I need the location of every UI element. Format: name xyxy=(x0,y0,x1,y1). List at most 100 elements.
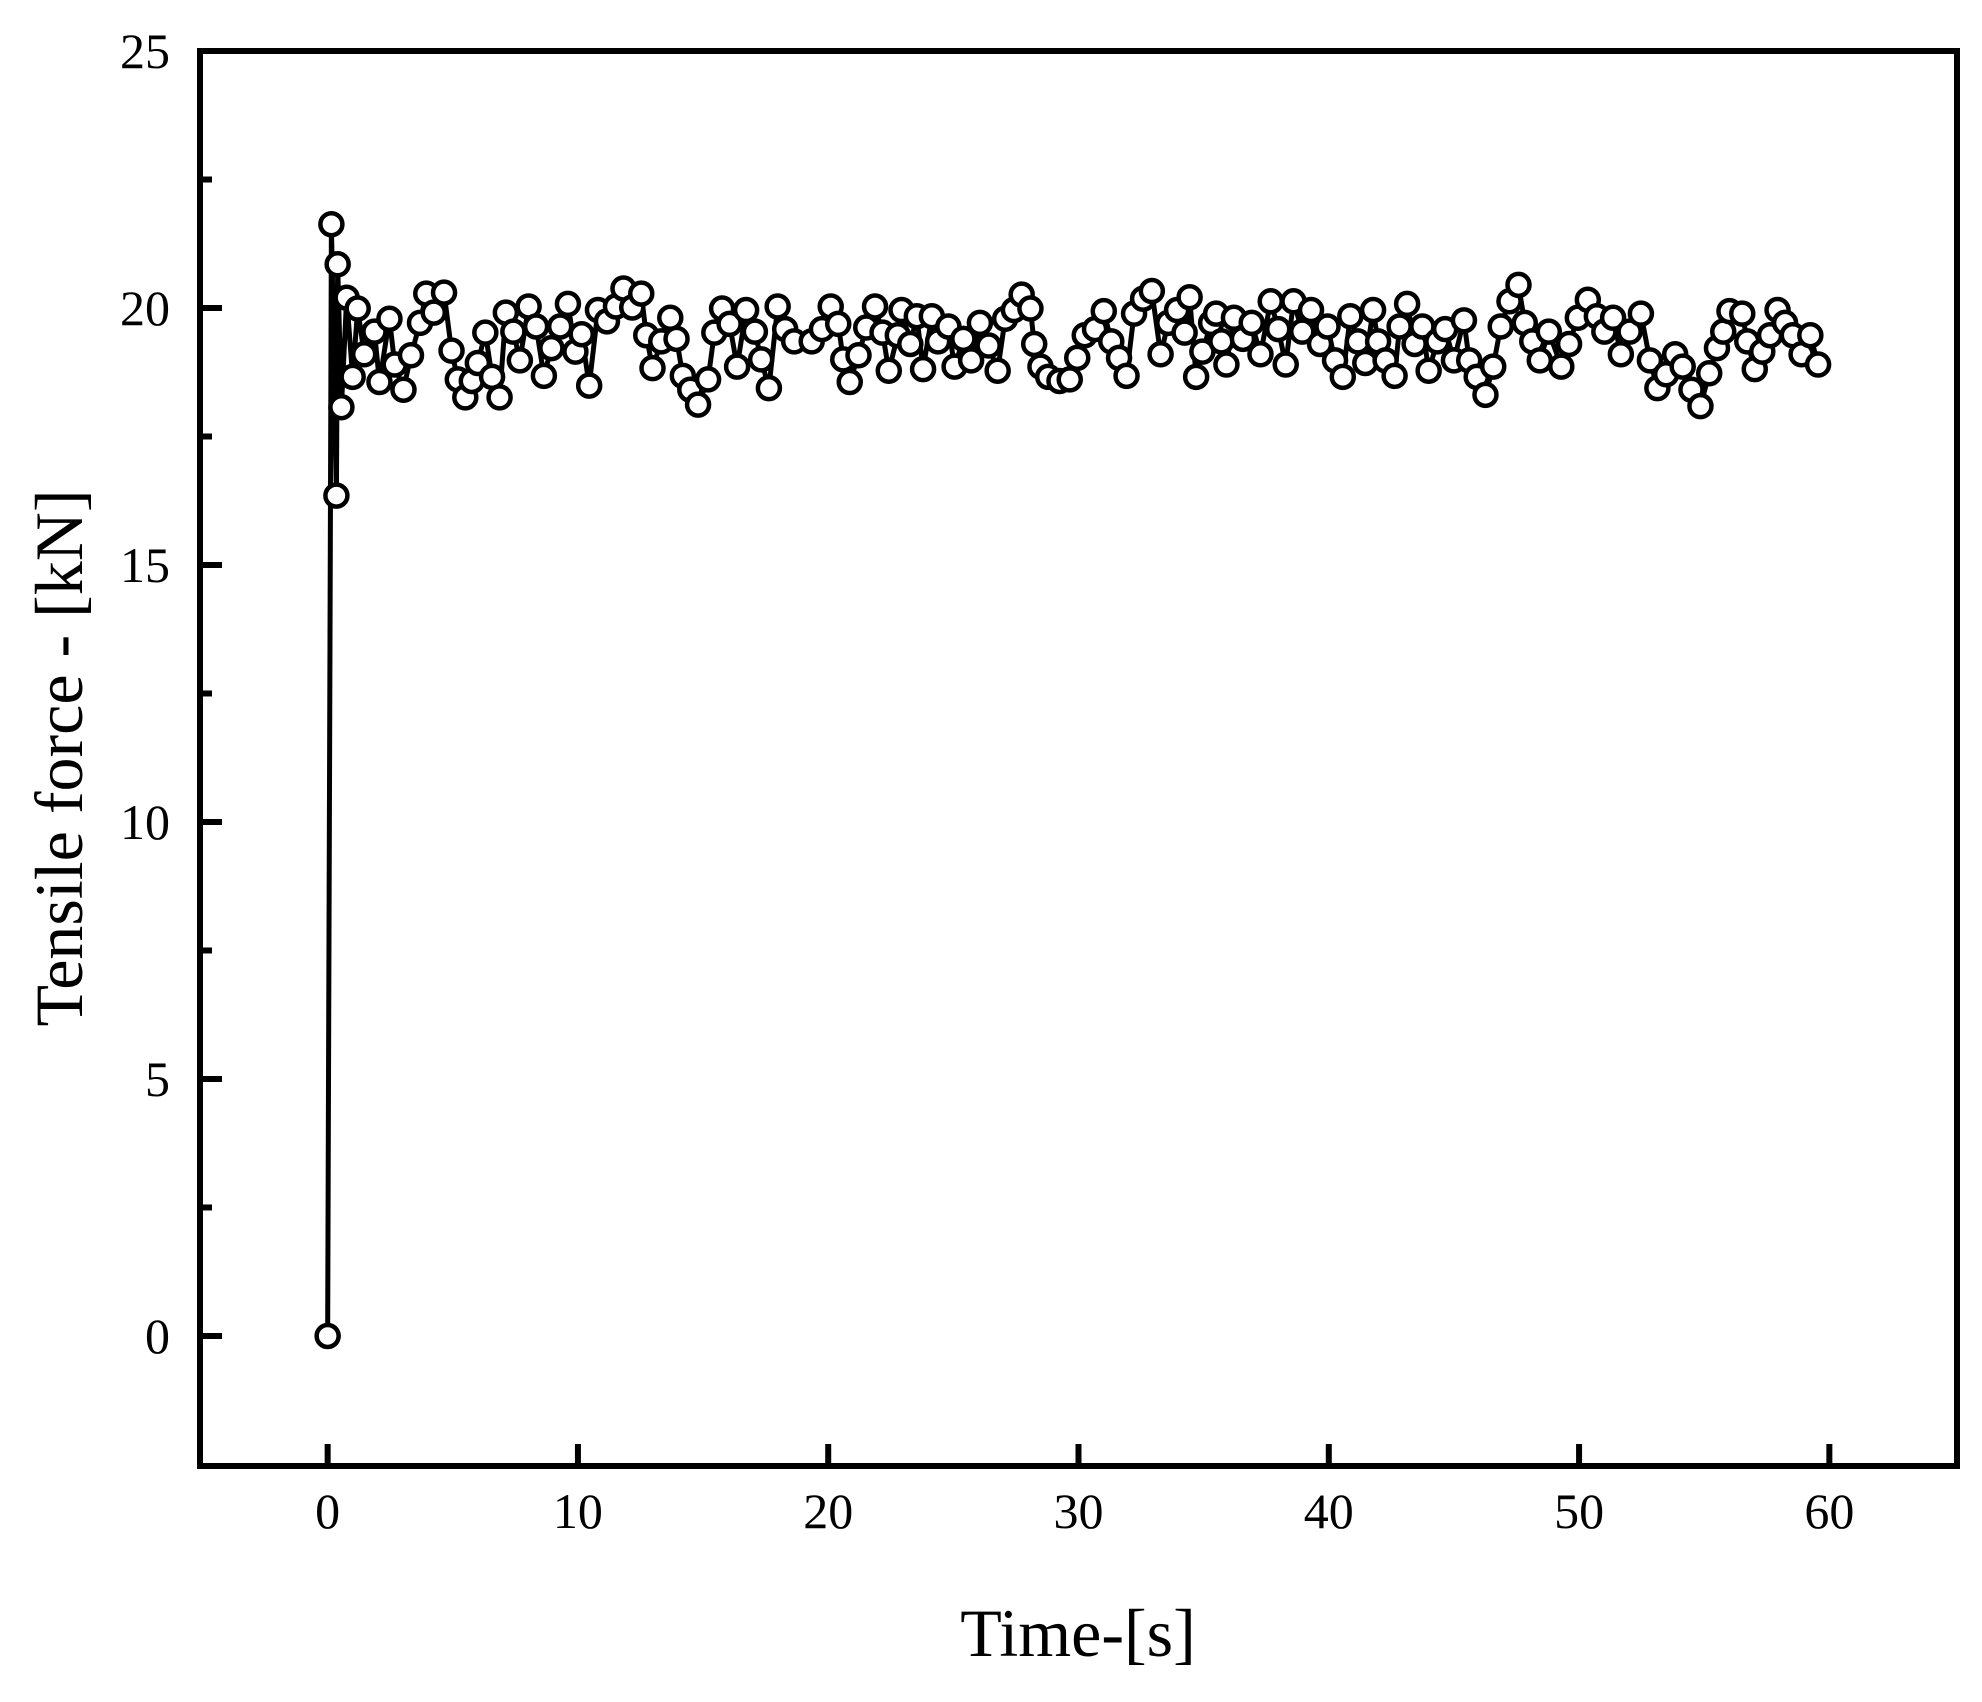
data-point xyxy=(1616,318,1643,345)
data-point xyxy=(755,374,783,402)
x-tick-label: 10 xyxy=(553,1483,603,1539)
data-point xyxy=(1359,296,1387,324)
data-point xyxy=(1272,351,1299,378)
plot-area xyxy=(200,48,1833,1466)
data-point xyxy=(1636,347,1664,374)
data-point xyxy=(1020,330,1048,358)
data-point xyxy=(538,334,565,362)
data-point xyxy=(1729,300,1756,327)
data-point xyxy=(1381,362,1408,390)
data-point xyxy=(716,310,743,338)
data-point xyxy=(1063,344,1091,372)
data-point xyxy=(575,372,603,399)
data-point xyxy=(1669,353,1696,380)
data-point xyxy=(1687,392,1714,420)
data-point xyxy=(1264,315,1292,343)
data-point xyxy=(1695,360,1723,387)
data-point xyxy=(314,1322,341,1350)
data-point xyxy=(350,341,378,368)
data-point xyxy=(328,393,355,421)
data-point xyxy=(1171,319,1198,346)
data-point xyxy=(836,368,863,396)
y-tick-label: 0 xyxy=(145,1308,170,1364)
data-point xyxy=(339,363,366,391)
data-point xyxy=(506,347,534,374)
data-point xyxy=(1505,271,1532,299)
data-point xyxy=(1535,318,1563,345)
data-point xyxy=(1472,381,1499,409)
data-point xyxy=(1257,288,1284,315)
data-point xyxy=(732,296,760,324)
data-point xyxy=(376,305,403,333)
data-point xyxy=(741,318,769,345)
data-point xyxy=(390,376,417,403)
data-point xyxy=(366,368,393,396)
data-point xyxy=(324,251,351,278)
y-axis-title: Tensile force - [kN] xyxy=(21,489,97,1026)
data-point xyxy=(546,313,574,340)
data-point xyxy=(420,299,448,326)
data-point xyxy=(1208,328,1235,355)
x-tick-label: 30 xyxy=(1054,1483,1104,1539)
data-point xyxy=(1797,321,1824,349)
data-point xyxy=(438,337,465,364)
data-point xyxy=(845,342,872,369)
x-tick-label: 50 xyxy=(1554,1483,1604,1539)
data-point xyxy=(1297,296,1325,324)
data-point xyxy=(1415,357,1442,384)
data-point xyxy=(1627,300,1655,327)
data-point xyxy=(1113,362,1140,390)
data-point xyxy=(472,319,499,346)
data-point xyxy=(1090,297,1118,325)
data-point xyxy=(1393,290,1421,318)
y-tick-label: 15 xyxy=(120,537,170,593)
data-point xyxy=(764,293,791,320)
data-point xyxy=(663,325,690,353)
data-point xyxy=(966,309,994,337)
data-point xyxy=(824,310,852,338)
data-point xyxy=(1599,304,1627,332)
data-point xyxy=(554,290,582,318)
data-point xyxy=(909,355,937,383)
data-point xyxy=(1176,283,1203,311)
data-point xyxy=(1314,313,1341,340)
y-tick-label: 5 xyxy=(145,1051,170,1107)
data-point xyxy=(1329,363,1357,391)
data-point xyxy=(657,304,684,332)
y-tick-label: 25 xyxy=(120,23,170,79)
data-point xyxy=(628,280,655,307)
data-point xyxy=(500,318,527,345)
data-point xyxy=(1607,341,1635,368)
data-point xyxy=(684,391,712,418)
data-point xyxy=(875,357,903,384)
data-point xyxy=(639,354,666,382)
data-point xyxy=(975,332,1002,359)
data-point xyxy=(1487,313,1514,340)
data-point xyxy=(522,313,550,340)
data-point xyxy=(530,362,558,390)
data-point xyxy=(1555,330,1583,358)
y-tick-label: 10 xyxy=(120,794,170,850)
x-axis-title: Time-[s] xyxy=(960,1595,1196,1671)
data-point xyxy=(694,366,722,393)
data-point xyxy=(323,482,350,509)
data-point xyxy=(1056,366,1083,393)
data-point xyxy=(861,293,889,320)
data-point xyxy=(430,279,458,306)
x-tick-label: 60 xyxy=(1804,1483,1854,1539)
data-point xyxy=(957,347,985,374)
data-point xyxy=(1804,351,1832,378)
data-point xyxy=(897,330,924,358)
data-point xyxy=(568,320,595,348)
x-tick-label: 0 xyxy=(315,1483,340,1539)
data-point xyxy=(1213,351,1240,378)
data-point xyxy=(486,384,513,411)
data-point xyxy=(1450,307,1478,334)
data-point xyxy=(1017,295,1044,322)
data-point xyxy=(747,346,775,373)
data-point xyxy=(984,357,1011,384)
data-point xyxy=(1247,341,1274,368)
data-point xyxy=(1238,309,1265,337)
